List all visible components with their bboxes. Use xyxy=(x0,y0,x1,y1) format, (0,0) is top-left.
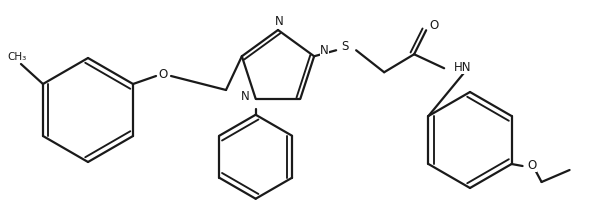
Text: N: N xyxy=(320,44,329,57)
Text: O: O xyxy=(159,68,168,82)
Text: N: N xyxy=(275,15,284,29)
Text: O: O xyxy=(527,158,537,172)
Text: S: S xyxy=(342,40,349,53)
Text: O: O xyxy=(430,19,439,32)
Text: N: N xyxy=(242,90,250,103)
Text: CH₃: CH₃ xyxy=(7,52,27,62)
Text: HN: HN xyxy=(454,61,472,74)
